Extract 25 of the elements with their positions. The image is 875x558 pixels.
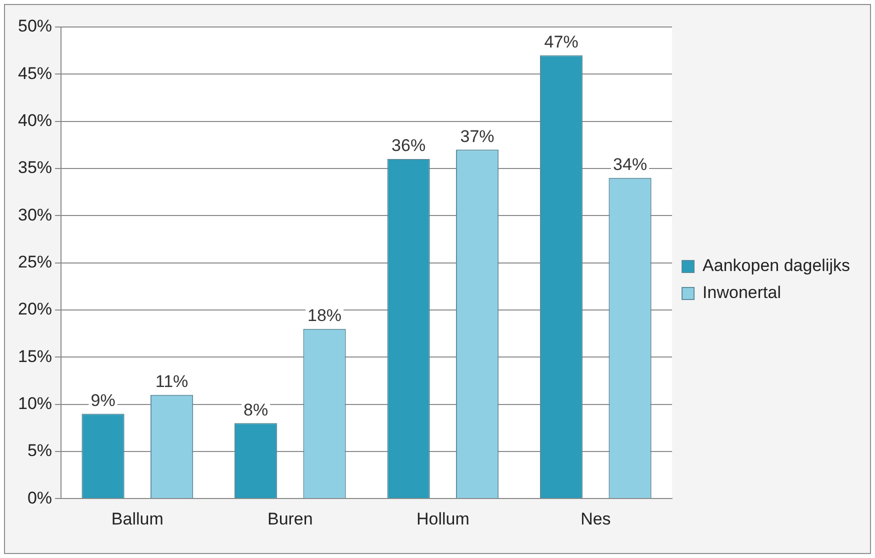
data-label: 11% (155, 372, 188, 392)
y-tick-label: 15% (18, 346, 52, 366)
y-tick-label: 25% (18, 252, 52, 272)
y-tick-label: 30% (18, 205, 52, 224)
data-label: 8% (244, 400, 268, 420)
data-label: 47% (544, 32, 578, 52)
data-label: 18% (308, 306, 342, 326)
y-tick-label: 45% (18, 64, 52, 83)
x-tick-label: Nes (580, 509, 611, 528)
y-tick-label: 5% (27, 441, 52, 460)
legend-label: Inwonertal (702, 283, 781, 302)
legend-label: Aankopen dagelijks (702, 256, 850, 276)
y-tick-label: 35% (18, 158, 52, 178)
y-tick-label: 50% (18, 16, 52, 36)
data-label: 36% (392, 136, 426, 156)
y-tick-label: 10% (18, 394, 52, 413)
data-label: 37% (460, 126, 494, 146)
y-tick-label: 40% (18, 111, 52, 130)
x-tick-label: Ballum (111, 509, 164, 528)
x-tick-label: Buren (267, 509, 313, 528)
y-tick-label: 20% (18, 300, 52, 319)
data-label: 9% (90, 390, 116, 410)
data-label: 34% (613, 155, 648, 174)
y-tick-label: 0% (27, 488, 52, 508)
x-tick-label: Hollum (416, 509, 470, 528)
